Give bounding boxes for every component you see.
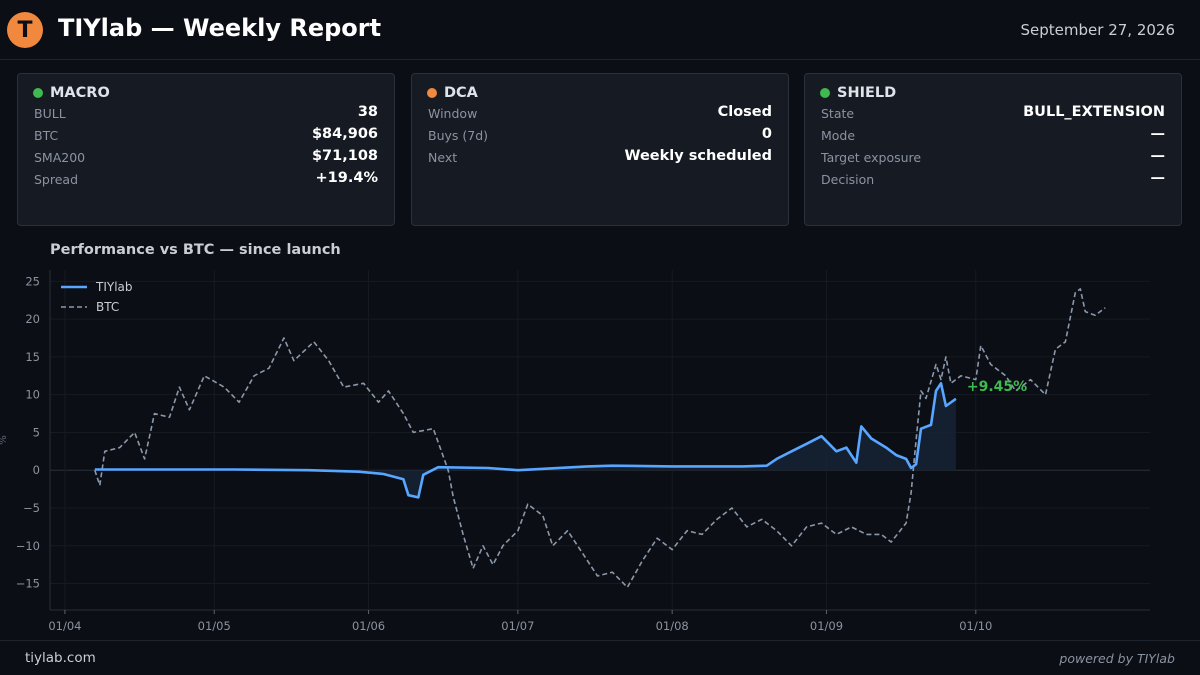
y-tick-label: −15 bbox=[16, 577, 40, 591]
row-value: Weekly scheduled bbox=[624, 148, 772, 164]
y-tick-label: −10 bbox=[16, 539, 40, 553]
x-tick-label: 01/07 bbox=[501, 619, 534, 632]
shield-card: SHIELD State BULL_EXTENSION Mode — Targe… bbox=[804, 73, 1182, 226]
row-label: Buys (7d) bbox=[428, 128, 489, 143]
status-dot-icon bbox=[820, 88, 830, 98]
dca-card-title: DCA bbox=[444, 85, 478, 101]
final-value-label: +9.45% bbox=[967, 379, 1027, 395]
powered-by: powered by TIYlab bbox=[1059, 651, 1175, 666]
row-label: Target exposure bbox=[821, 150, 922, 165]
row-value: $71,108 bbox=[311, 148, 378, 164]
macro-card-header: MACRO bbox=[33, 85, 110, 101]
legend-label-btc: BTC bbox=[96, 300, 119, 314]
row-value: Closed bbox=[717, 104, 772, 120]
y-tick-label: 15 bbox=[25, 350, 40, 364]
macro-row-bull: BULL 38 bbox=[34, 104, 378, 124]
chart-legend: TIYlab BTC bbox=[61, 280, 133, 314]
shield-row-target-exposure: Target exposure — bbox=[821, 148, 1165, 168]
chart-title: Performance vs BTC — since launch bbox=[50, 242, 341, 258]
shield-row-mode: Mode — bbox=[821, 126, 1165, 146]
row-value: 38 bbox=[357, 104, 378, 120]
page-title: TIYlab — Weekly Report bbox=[58, 14, 382, 42]
logo-icon: T bbox=[7, 12, 43, 48]
row-label: Next bbox=[428, 150, 458, 165]
x-tick-label: 01/10 bbox=[959, 619, 992, 632]
status-dot-icon bbox=[427, 88, 437, 98]
x-tick-label: 01/06 bbox=[352, 619, 385, 632]
x-tick-label: 01/04 bbox=[48, 619, 81, 632]
dca-row-window: Window Closed bbox=[428, 104, 772, 124]
macro-row-btc: BTC $84,906 bbox=[34, 126, 378, 146]
macro-card: MACRO BULL 38 BTC $84,906 SMA200 $71,108… bbox=[17, 73, 395, 226]
y-tick-label: 10 bbox=[25, 388, 40, 402]
row-label: Decision bbox=[821, 172, 875, 187]
y-tick-label: 5 bbox=[33, 425, 40, 439]
row-value: $84,906 bbox=[311, 126, 378, 142]
shield-row-decision: Decision — bbox=[821, 170, 1165, 190]
row-value: BULL_EXTENSION bbox=[1023, 104, 1165, 120]
row-label: Mode bbox=[821, 128, 856, 143]
report-date: September 27, 2026 bbox=[1020, 21, 1175, 39]
site-link[interactable]: tiylab.com bbox=[25, 650, 96, 666]
y-tick-label: 0 bbox=[33, 463, 40, 477]
y-tick-label: 20 bbox=[25, 312, 40, 326]
row-label: Window bbox=[428, 106, 478, 121]
row-label: SMA200 bbox=[34, 150, 86, 165]
x-tick-label: 01/08 bbox=[656, 619, 689, 632]
performance-chart: −15 −10 −5 0 5 10 15 20 25 01/04 01/05 01/06 01/07 01… bbox=[0, 270, 1150, 632]
row-label: State bbox=[821, 106, 855, 121]
row-value: — bbox=[1150, 170, 1166, 186]
row-value: — bbox=[1150, 148, 1166, 164]
dca-row-buys: Buys (7d) 0 bbox=[428, 126, 772, 146]
row-value: 0 bbox=[761, 126, 772, 142]
legend-label-tiylab: TIYlab bbox=[95, 280, 133, 294]
shield-card-title: SHIELD bbox=[837, 85, 897, 101]
row-value: +19.4% bbox=[315, 170, 378, 186]
y-tick-label: 25 bbox=[25, 274, 40, 288]
row-label: BTC bbox=[34, 128, 59, 143]
shield-card-header: SHIELD bbox=[820, 85, 896, 101]
row-label: BULL bbox=[34, 106, 66, 121]
dca-card: DCA Window Closed Buys (7d) 0 Next Weekl… bbox=[411, 73, 789, 226]
y-axis-label: % bbox=[0, 435, 9, 445]
dca-card-header: DCA bbox=[427, 85, 478, 101]
macro-row-sma200: SMA200 $71,108 bbox=[34, 148, 378, 168]
report-header: T TIYlab — Weekly Report September 27, 2… bbox=[0, 0, 1200, 60]
row-label: Spread bbox=[34, 172, 79, 187]
series-line-tiylab bbox=[94, 382, 957, 499]
y-tick-label: −5 bbox=[23, 501, 40, 515]
row-value: — bbox=[1150, 126, 1166, 142]
x-tick-label: 01/05 bbox=[198, 619, 231, 632]
x-tick-label: 01/09 bbox=[810, 619, 843, 632]
macro-row-spread: Spread +19.4% bbox=[34, 170, 378, 190]
macro-card-title: MACRO bbox=[50, 85, 110, 101]
tiylab-area-fill bbox=[94, 383, 956, 498]
footer: tiylab.com powered by TIYlab bbox=[0, 640, 1200, 675]
shield-row-state: State BULL_EXTENSION bbox=[821, 104, 1165, 124]
status-dot-icon bbox=[33, 88, 43, 98]
dca-row-next: Next Weekly scheduled bbox=[428, 148, 772, 168]
